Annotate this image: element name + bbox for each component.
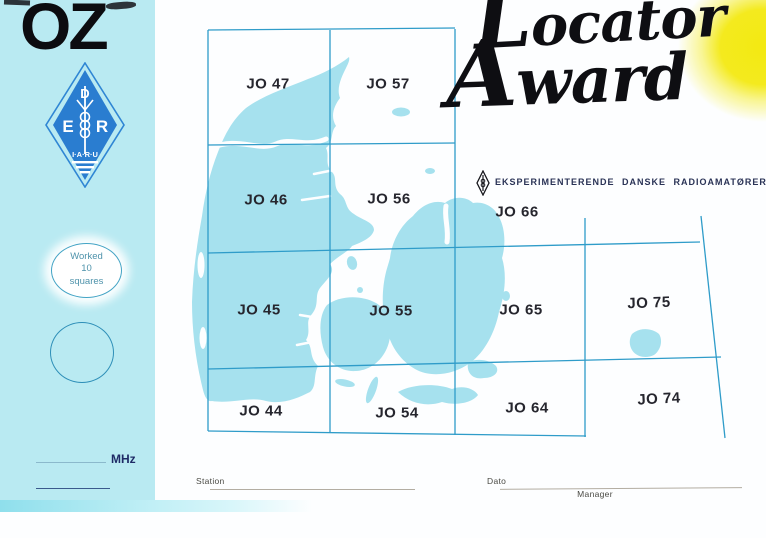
station-blank-line [210, 489, 415, 490]
station-label: Station [196, 476, 225, 486]
edr-letter-r: R [96, 117, 108, 136]
badge-line3: squares [69, 275, 104, 287]
yellow-highlight-blob [678, 0, 766, 122]
badge-line1: Worked [70, 251, 103, 262]
edr-iaru-label: I·A·R·U [72, 150, 98, 159]
grid-cell-jo44: JO 44 [239, 402, 283, 420]
grid-cell-jo74: JO 74 [636, 389, 682, 409]
subtitle-row: EKSPERIMENTERENDE DANSKE RADIOAMATØRER [476, 170, 766, 196]
grid-cell-jo75: JO 75 [627, 293, 671, 313]
edr-mini-logo-icon [476, 170, 490, 196]
grid-cell-jo56: JO 56 [367, 190, 411, 208]
grid-cell-jo66: JO 66 [495, 203, 539, 221]
title-award: Award [444, 19, 689, 129]
grid-cell-jo57: JO 57 [366, 75, 410, 93]
grid-cell-jo47: JO 47 [246, 75, 290, 93]
frequency-blank-line [36, 448, 106, 463]
oz-prefix-label: OZ [20, 0, 109, 63]
blank-stamp-circle [50, 322, 114, 383]
dato-label: Dato [487, 476, 507, 486]
grid-cell-jo64: JO 64 [505, 399, 549, 417]
grid-cell-jo46: JO 46 [244, 191, 288, 209]
dato-blank-line [499, 487, 743, 490]
edr-diamond-logo-icon: D E R I·A·R·U [45, 62, 125, 188]
title-award-initial: A [443, 18, 518, 130]
grid-cell-jo54: JO 54 [375, 404, 419, 422]
badge-line2: 10 [81, 263, 92, 275]
grid-cell-jo45: JO 45 [237, 301, 281, 319]
worked-squares-badge: Worked 10 squares [51, 243, 122, 298]
mhz-label: MHz [111, 452, 136, 466]
grid-cell-jo65: JO 65 [499, 301, 543, 319]
scan-smear [0, 500, 312, 512]
subtitle-text: EKSPERIMENTERENDE DANSKE RADIOAMATØRER [495, 177, 766, 187]
grid-cell-jo55: JO 55 [369, 302, 413, 320]
edr-letter-e: E [62, 117, 73, 136]
manager-label: Manager [577, 489, 613, 499]
title-award-rest: ward [515, 39, 689, 121]
blank-line [36, 474, 110, 489]
